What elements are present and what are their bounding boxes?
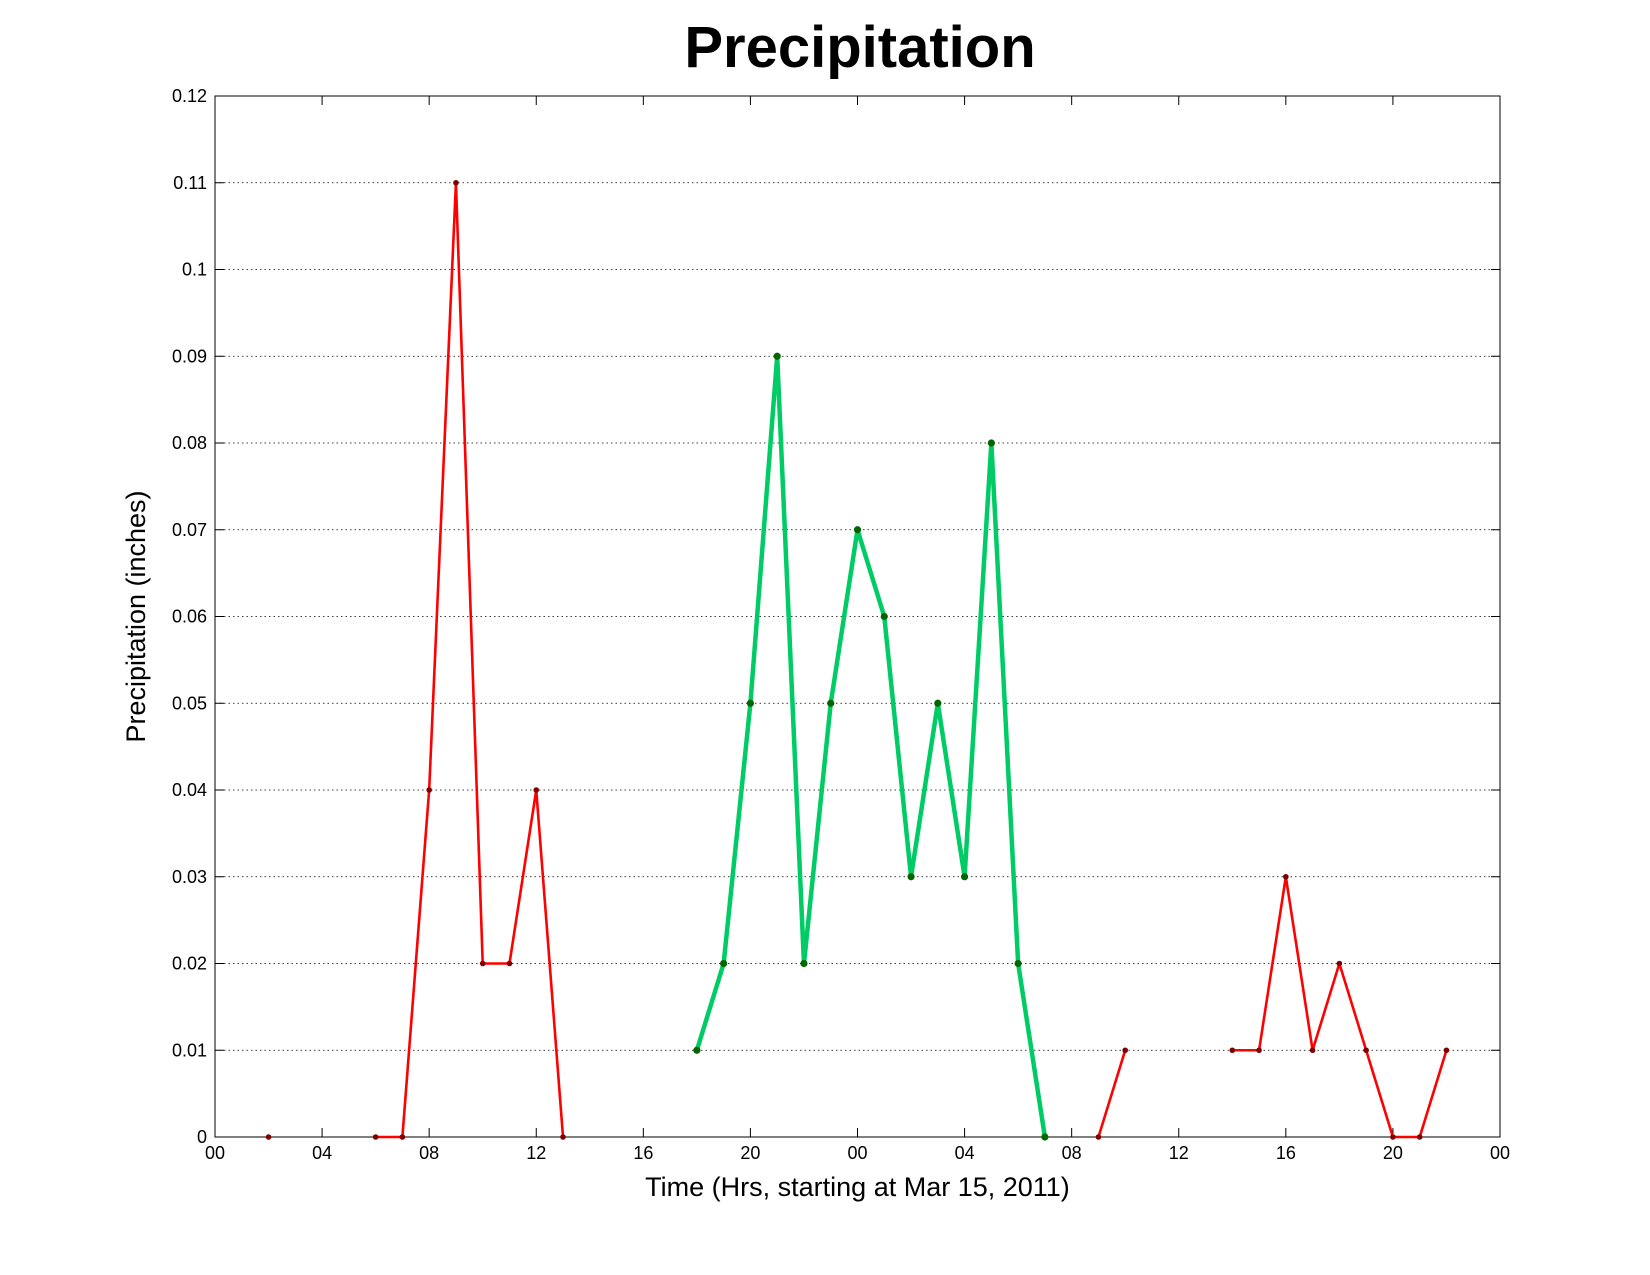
x-tick-label: 08	[419, 1143, 439, 1163]
y-tick-label: 0.01	[172, 1040, 207, 1060]
x-tick-label: 04	[955, 1143, 975, 1163]
y-tick-label: 0	[197, 1127, 207, 1147]
data-point	[1416, 1134, 1423, 1140]
x-tick-label: 20	[740, 1143, 760, 1163]
x-tick-label: 20	[1383, 1143, 1403, 1163]
x-tick-label: 12	[1169, 1143, 1189, 1163]
data-point	[1256, 1047, 1262, 1054]
y-tick-label: 0.12	[172, 86, 207, 106]
series-segment	[1095, 1047, 1129, 1140]
data-point	[880, 612, 888, 621]
y-tick-label: 0.06	[172, 607, 207, 627]
data-point	[720, 959, 728, 968]
data-point	[1443, 1047, 1450, 1054]
x-tick-label: 04	[312, 1143, 332, 1163]
series-segment	[265, 1134, 272, 1140]
series-line	[1230, 875, 1448, 1139]
x-tick-label: 16	[633, 1143, 653, 1163]
y-tick-label: 0.11	[173, 173, 207, 193]
data-point	[934, 699, 942, 707]
data-point	[1229, 1047, 1236, 1054]
data-point	[1122, 1047, 1129, 1054]
data-point	[827, 699, 835, 707]
y-tick-label: 0.03	[172, 867, 207, 887]
y-tick-label: 0.1	[182, 260, 207, 280]
x-tick-label: 12	[526, 1143, 546, 1163]
data-point	[372, 1134, 379, 1140]
data-point	[987, 439, 995, 447]
y-axis-label: Precipitation (inches)	[121, 490, 151, 742]
data-point	[533, 787, 540, 793]
axis-ticks: 0 0.01 0.02 0.03 0.04 0.05 0.06 0.07 0.08 0.09 0.1…	[172, 86, 1510, 1163]
series-line	[694, 354, 1048, 1140]
y-tick-label: 0.02	[172, 954, 207, 974]
data-point	[1336, 960, 1343, 967]
data-point	[1309, 1047, 1316, 1054]
grid-lines	[215, 182, 1500, 1051]
chart-title: Precipitation	[684, 15, 1036, 80]
x-tick-label: 00	[205, 1143, 225, 1163]
data-point	[773, 352, 781, 360]
data-point	[1283, 873, 1289, 880]
data-point	[693, 1046, 701, 1054]
y-tick-label: 0.08	[172, 433, 207, 453]
data-point	[853, 526, 862, 534]
x-tick-label: 00	[1490, 1143, 1510, 1163]
data-point	[506, 960, 513, 967]
data-point	[1390, 1134, 1396, 1140]
y-tick-label: 0.09	[172, 346, 207, 366]
series-line	[374, 181, 565, 1139]
plot-area-frame	[214, 95, 1501, 1138]
data-point	[426, 787, 432, 793]
x-axis-label: Time (Hrs, starting at Mar 15, 2011)	[645, 1172, 1070, 1202]
data-point	[399, 1134, 406, 1140]
data-point	[265, 1134, 272, 1140]
data-point	[907, 873, 915, 881]
data-point	[746, 699, 755, 707]
data-point	[1014, 959, 1022, 968]
data-series	[265, 179, 1450, 1141]
data-point	[1041, 1133, 1049, 1141]
data-point	[1095, 1134, 1102, 1140]
x-tick-label: 00	[847, 1143, 867, 1163]
y-tick-label: 0.05	[172, 693, 207, 713]
x-tick-label: 08	[1062, 1143, 1082, 1163]
data-point	[453, 179, 459, 186]
data-point	[560, 1134, 566, 1140]
y-tick-label: 0.04	[172, 780, 207, 800]
data-point	[800, 959, 808, 968]
series-line	[1097, 1048, 1127, 1139]
series-segment	[693, 352, 1049, 1141]
series-segment	[372, 179, 566, 1140]
y-tick-label: 0.07	[172, 520, 207, 540]
data-point	[960, 873, 969, 881]
data-point	[1363, 1047, 1369, 1054]
series-segment	[1229, 873, 1450, 1140]
x-tick-label: 16	[1276, 1143, 1296, 1163]
data-point	[479, 960, 486, 967]
